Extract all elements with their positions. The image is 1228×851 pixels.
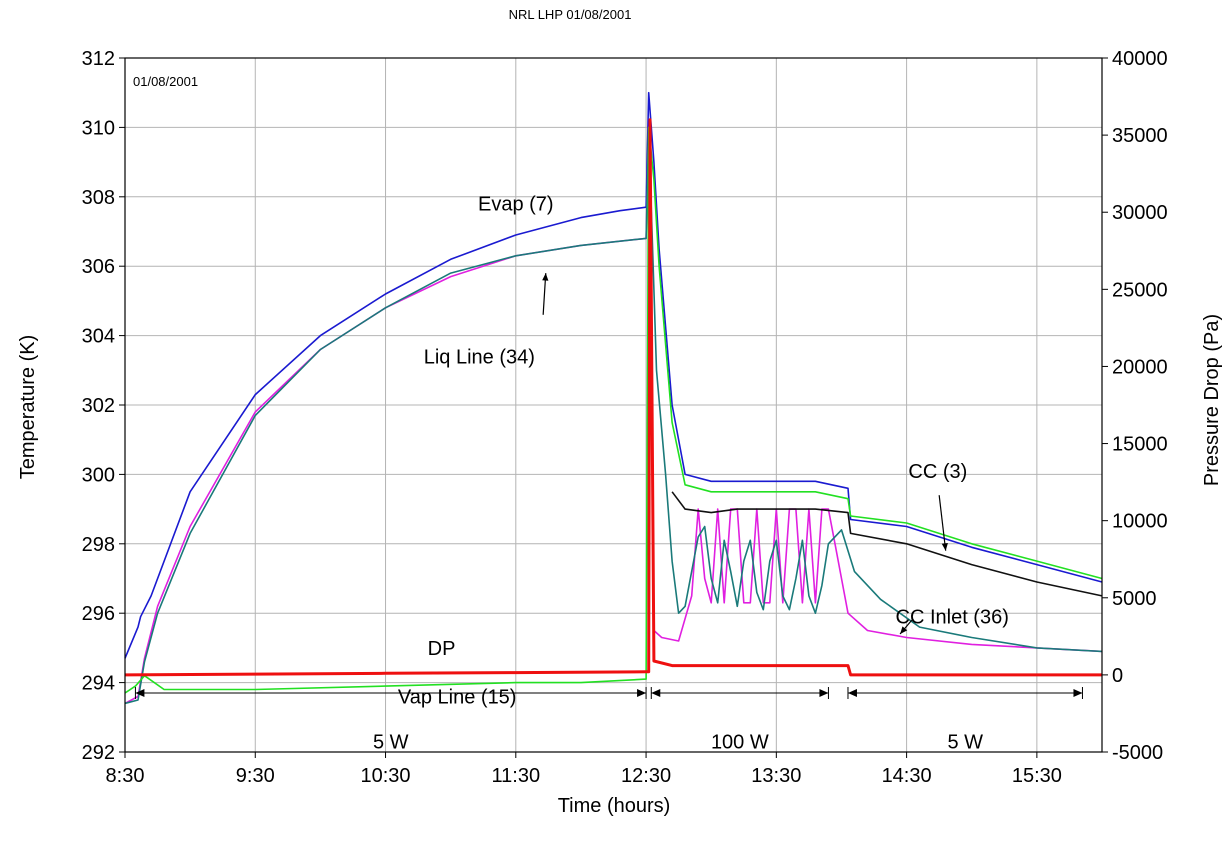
x-axis-label: Time (hours) [558,795,671,817]
y-axis-right-label: Pressure Drop (Pa) [1201,314,1223,486]
y-right-tick-label: -5000 [1112,742,1163,764]
annotation-label: Vap Line (15) [398,686,517,708]
x-tick-label: 8:30 [106,765,145,787]
power-segment-arrowhead [819,689,829,698]
power-segment-arrowhead [637,689,647,698]
y-right-tick-label: 15000 [1112,434,1168,456]
y-left-tick-label: 292 [82,742,115,764]
x-tick-label: 10:30 [361,765,411,787]
annotation-arrowhead [941,543,948,551]
y-left-tick-label: 308 [82,187,115,209]
series-layer [124,91,1103,705]
y-right-tick-label: 0 [1112,665,1123,687]
series-line-black [671,491,1103,597]
power-segment-arrowhead [135,689,145,698]
y-right-tick-label: 20000 [1112,356,1168,378]
annotation-label: DP [428,638,456,660]
annotation-label: Evap (7) [478,194,554,216]
power-segment-arrowhead [651,689,661,698]
power-segment-label: 5 W [373,732,409,754]
y-left-tick-label: 306 [82,256,115,278]
y-left-tick-label: 298 [82,534,115,556]
y-left-tick-label: 312 [82,48,115,70]
series-line-teal [124,126,1103,705]
annotations: Evap (7) Liq Line (34) DP Vap Line (15) CC (… [134,194,1083,754]
annotation-arrowhead [542,273,549,281]
x-tick-label: 14:30 [882,765,932,787]
y-axis-left-label: Temperature (K) [17,335,39,480]
x-tick-label: 13:30 [751,765,801,787]
x-tick-label: 9:30 [236,765,275,787]
y-left-tick-label: 310 [82,117,115,139]
y-right-tick-label: 25000 [1112,279,1168,301]
power-segment-arrowhead [847,689,857,698]
annotation-label: Liq Line (34) [424,346,535,368]
series-line-dp [124,118,1102,677]
y-right-tick-label: 30000 [1112,202,1168,224]
annotation-arrowhead [900,626,908,635]
x-tick-label: 11:30 [492,765,541,787]
power-segment-label: 100 W [711,732,769,754]
grid [124,57,1102,753]
y-right-tick-label: 40000 [1112,48,1168,70]
y-left-tick-label: 300 [82,464,115,486]
x-tick-label: 15:30 [1012,765,1062,787]
chart-title: NRL LHP 01/08/2001 [509,7,632,22]
y-right-tick-label: 5000 [1112,588,1157,610]
annotation-label: CC Inlet (36) [896,607,1009,629]
y-left-tick-label: 294 [82,673,115,695]
y-right-tick-label: 10000 [1112,511,1168,533]
power-segment-arrowhead [1073,689,1083,698]
axes: 292 294 296 298 300 302 304 306 308 310 312 -5000 0 5… [82,48,1168,787]
y-left-tick-label: 302 [82,395,115,417]
y-right-tick-label: 35000 [1112,125,1168,147]
power-segment-label: 5 W [947,732,983,754]
annotation-arrow [938,495,947,551]
y-left-tick-label: 296 [82,603,115,625]
y-left-tick-label: 304 [82,326,115,348]
x-tick-label: 12:30 [621,765,671,787]
series-line-evap [124,91,1103,659]
annotation-label: CC (3) [908,461,967,483]
series-line-green [124,126,1103,694]
inner-date-label: 01/08/2001 [133,74,198,89]
